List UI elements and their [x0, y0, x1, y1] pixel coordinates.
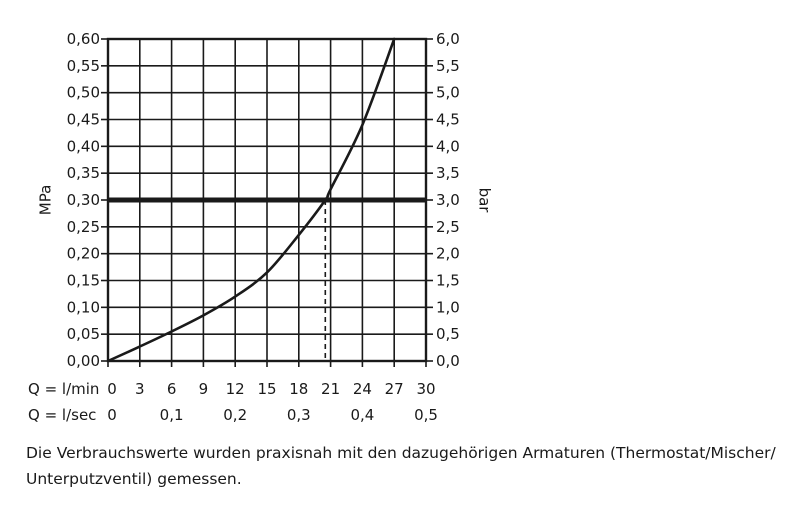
right-tick-label: 1,0 [436, 298, 460, 316]
right-tick-label: 2,0 [436, 245, 460, 263]
left-tick-label: 0,50 [67, 84, 100, 102]
left-tick-label: 0,40 [67, 137, 100, 155]
right-tick-label: 5,5 [436, 57, 460, 75]
left-tick-label: 0,35 [67, 164, 100, 182]
left-tick-label: 0,60 [67, 30, 100, 48]
x-lsec-tick-label: 0,2 [223, 406, 247, 424]
right-tick-label: 6,0 [436, 30, 460, 48]
left-tick-label: 0,05 [67, 325, 100, 343]
left-tick-label: 0,45 [67, 111, 100, 129]
x-lmin-tick-label: 0 [107, 380, 117, 398]
x-lmin-tick-label: 30 [416, 380, 435, 398]
right-tick-label: 3,5 [436, 164, 460, 182]
tick-label-layer: 0,000,050,100,150,200,250,300,350,400,45… [67, 30, 460, 424]
plot-frame-layer [101, 37, 433, 367]
right-axis-label: bar [476, 188, 494, 214]
x-lsec-tick-label: 0,4 [350, 406, 374, 424]
left-tick-label: 0,25 [67, 218, 100, 236]
right-tick-label: 4,5 [436, 111, 460, 129]
x-lmin-tick-label: 9 [199, 380, 209, 398]
left-axis-label: MPa [37, 185, 55, 216]
right-tick-label: 3,0 [436, 191, 460, 209]
right-tick-label: 0,5 [436, 325, 460, 343]
right-tick-label: 2,5 [436, 218, 460, 236]
x-lmin-tick-label: 21 [321, 380, 340, 398]
x-axis-lmin-label: Q = l/min [28, 380, 99, 398]
x-lmin-tick-label: 24 [353, 380, 372, 398]
x-lmin-tick-label: 12 [226, 380, 245, 398]
left-tick-label: 0,55 [67, 57, 100, 75]
left-tick-label: 0,30 [67, 191, 100, 209]
x-lsec-tick-label: 0,1 [160, 406, 184, 424]
x-lmin-tick-label: 18 [289, 380, 308, 398]
x-axis-lsec-label: Q = l/sec [28, 406, 96, 424]
right-tick-label: 0,0 [436, 352, 460, 370]
series-curve [106, 37, 396, 363]
series-layer [106, 37, 396, 363]
left-tick-label: 0,10 [67, 298, 100, 316]
right-tick-label: 5,0 [436, 84, 460, 102]
x-lmin-tick-label: 15 [257, 380, 276, 398]
x-lsec-tick-label: 0,5 [414, 406, 438, 424]
x-lmin-tick-label: 27 [385, 380, 404, 398]
left-tick-label: 0,00 [67, 352, 100, 370]
x-lmin-tick-label: 3 [135, 380, 145, 398]
caption-text: Die Verbrauchswerte wurden praxisnah mit… [26, 444, 776, 488]
left-tick-label: 0,20 [67, 245, 100, 263]
pressure-flow-chart: 0,000,050,100,150,200,250,300,350,400,45… [28, 30, 494, 424]
left-tick-label: 0,15 [67, 272, 100, 290]
x-lmin-tick-label: 6 [167, 380, 177, 398]
x-lsec-tick-label: 0 [107, 406, 117, 424]
x-lsec-tick-label: 0,3 [287, 406, 311, 424]
reference-layer [108, 197, 426, 361]
right-tick-label: 1,5 [436, 272, 460, 290]
right-tick-label: 4,0 [436, 137, 460, 155]
